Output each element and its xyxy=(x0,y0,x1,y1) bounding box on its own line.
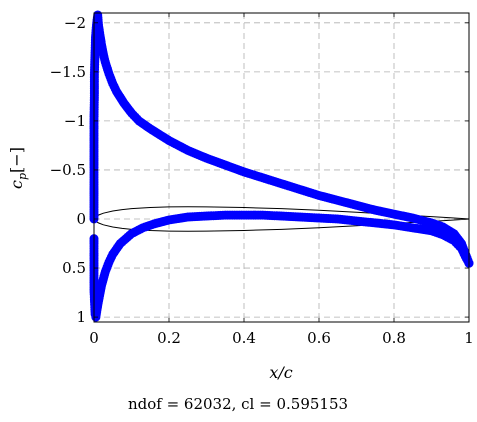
grid-layer xyxy=(93,13,470,322)
y-tick-label: −0.5 xyxy=(50,161,86,179)
x-axis-label: x/c xyxy=(269,363,292,382)
x-tick-label: 0.8 xyxy=(382,329,406,347)
y-axis-label: cp[−] xyxy=(7,147,29,189)
x-tick-label: 1 xyxy=(464,329,474,347)
x-tick-label: 0.2 xyxy=(157,329,181,347)
x-tick-label: 0 xyxy=(89,329,99,347)
chart-caption: ndof = 62032, cl = 0.595153 xyxy=(128,395,348,413)
axes-layer: 0 0.2 0.4 0.6 0.8 1 −2 −1.5 −1 −0.5 0 0.5 1 xyxy=(50,12,474,347)
y-tick-label: 0 xyxy=(76,210,86,228)
y-tick-label: 0.5 xyxy=(62,259,86,277)
plot-frame xyxy=(93,12,470,323)
x-tick-label: 0.4 xyxy=(232,329,256,347)
y-tick-label: −2 xyxy=(64,14,86,32)
y-tick-label: −1 xyxy=(64,112,86,130)
y-tick-label: 1 xyxy=(76,308,86,326)
y-tick-label: −1.5 xyxy=(50,63,86,81)
x-tick-label: 0.6 xyxy=(307,329,331,347)
data-points-layer xyxy=(89,10,474,322)
